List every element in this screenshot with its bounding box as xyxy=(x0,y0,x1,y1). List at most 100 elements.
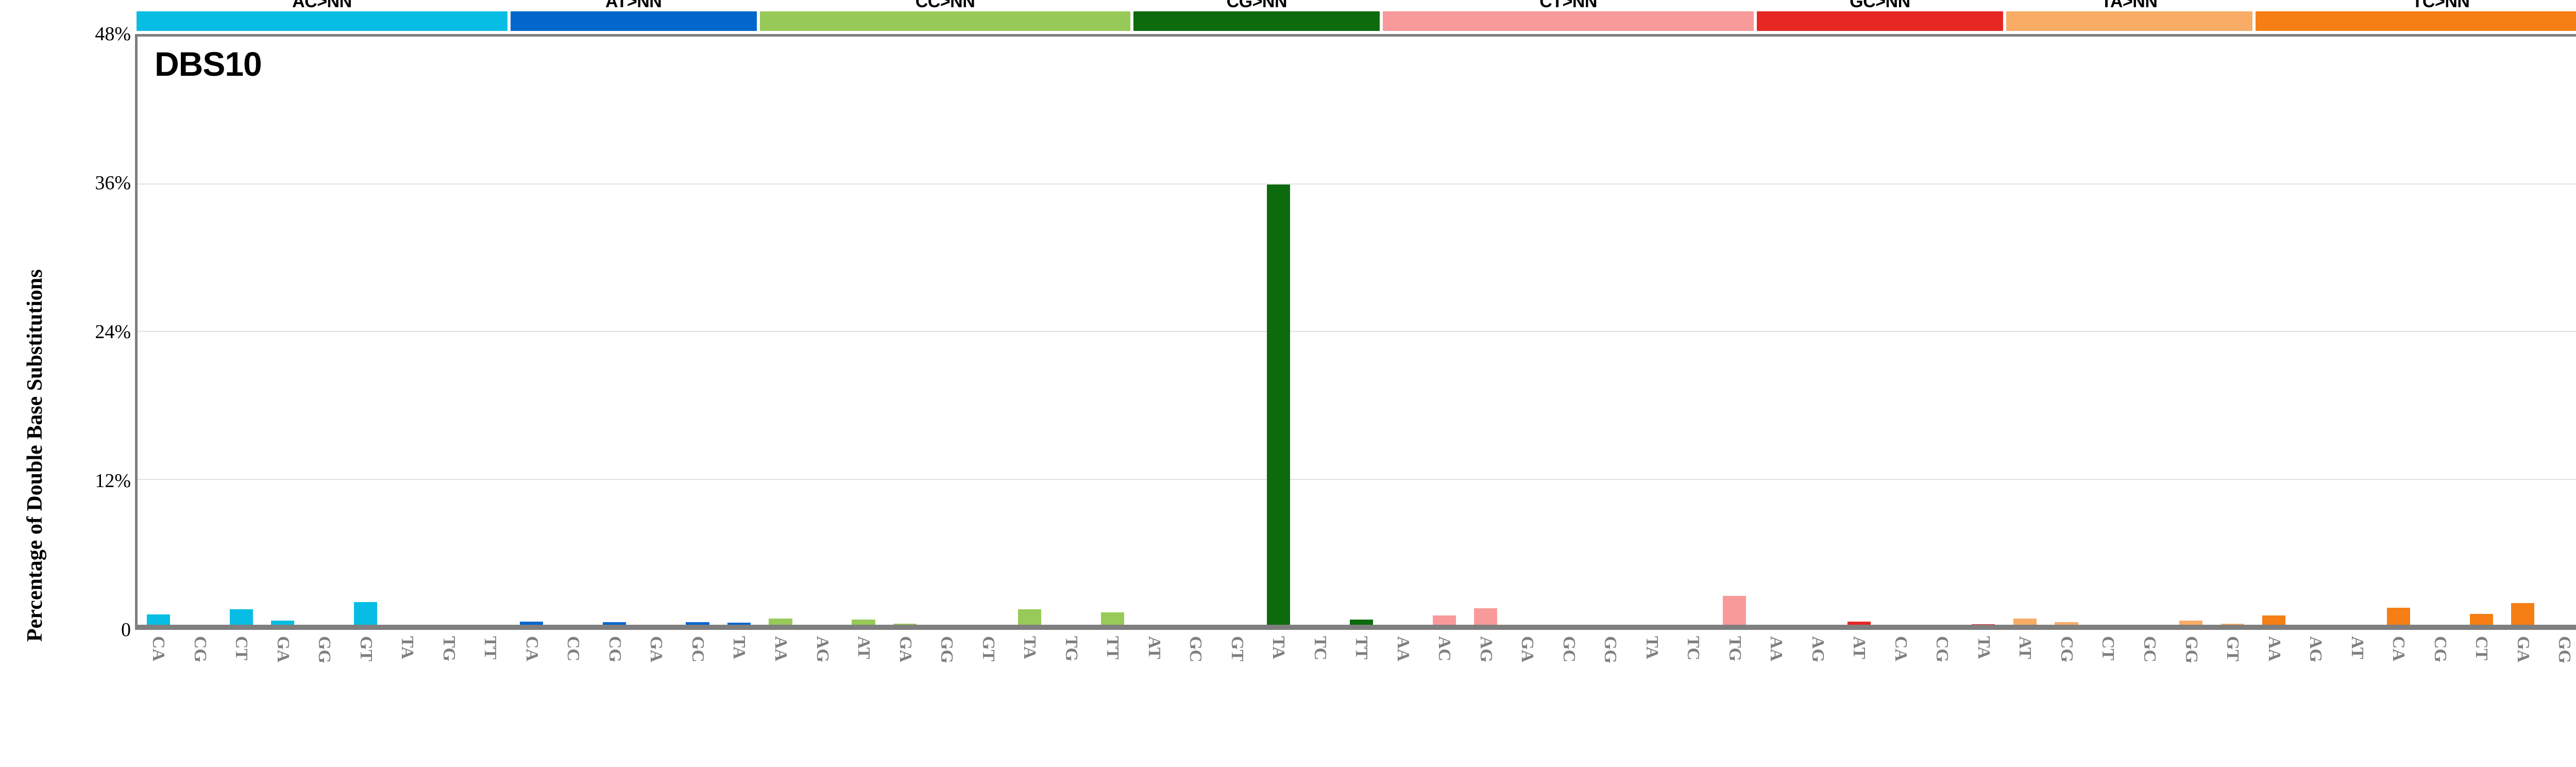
bar-cell xyxy=(511,37,553,627)
bar-cell xyxy=(2129,37,2171,627)
x-tick-label: CA xyxy=(522,636,541,662)
bar-cell xyxy=(2336,37,2378,627)
x-tick-cell: TA xyxy=(1009,633,1050,715)
bar-cell xyxy=(469,37,511,627)
bar-cell xyxy=(1714,37,1756,627)
x-tick-cell: GG xyxy=(1589,633,1631,715)
x-tick-cell: AC xyxy=(1423,633,1465,715)
bar xyxy=(2262,615,2286,627)
y-axis-tick-labels: 0 12% 24% 36% 48% xyxy=(0,0,135,767)
mutation-class-color-bar xyxy=(1133,11,1380,31)
x-tick-cell: AT xyxy=(1133,633,1175,715)
x-tick-cell: AT xyxy=(1838,633,1880,715)
mutation-class-tc-to-nn: TC>NN xyxy=(2254,0,2576,31)
x-tick-label: AC xyxy=(1435,636,1454,662)
mutation-class-label: CG>NN xyxy=(1226,0,1287,11)
bar-cell xyxy=(552,37,594,627)
x-tick-cell: AT xyxy=(2336,633,2378,715)
x-tick-cell: TG xyxy=(428,633,470,715)
bar-cell xyxy=(138,37,179,627)
x-tick-cell: CC xyxy=(552,633,594,715)
x-tick-label: GT xyxy=(1227,636,1247,662)
x-tick-cell: AG xyxy=(1465,633,1507,715)
x-tick-label: GG xyxy=(1601,636,1620,663)
x-tick-cell: GC xyxy=(1548,633,1590,715)
x-tick-label: TT xyxy=(481,636,500,660)
x-tick-label: AT xyxy=(1144,636,1164,659)
x-tick-label: CG xyxy=(190,636,210,662)
bar-cell xyxy=(1465,37,1507,627)
mutation-class-color-bar xyxy=(759,11,1131,31)
x-tick-cell: TG xyxy=(1714,633,1756,715)
mutation-class-banner: AC>NN AT>NN CC>NN CG>NN CT>NN GC>NN TA>NN TC>NN… xyxy=(135,0,2576,31)
plot-area xyxy=(135,34,2576,630)
bar-cell xyxy=(2502,37,2544,627)
bar xyxy=(1266,184,1290,627)
bar-cell xyxy=(677,37,719,627)
bar-cell xyxy=(1797,37,1839,627)
x-tick-cell: CA xyxy=(2378,633,2419,715)
x-tick-label: TG xyxy=(1725,636,1744,662)
x-tick-label: AG xyxy=(2306,636,2326,662)
x-tick-label: GA xyxy=(895,636,915,662)
bar-cell xyxy=(1423,37,1465,627)
x-tick-cell: AG xyxy=(2295,633,2336,715)
bar-cell xyxy=(2087,37,2129,627)
x-tick-label: GC xyxy=(1559,636,1579,662)
x-tick-label: TG xyxy=(439,636,459,662)
bar-cell xyxy=(1299,37,1341,627)
x-tick-cell: TC xyxy=(1299,633,1341,715)
bar-cell xyxy=(2378,37,2419,627)
mutation-class-label: CT>NN xyxy=(1539,0,1597,11)
mutation-class-at-to-nn: AT>NN xyxy=(509,0,758,31)
x-tick-cell: AA xyxy=(2253,633,2295,715)
bar-cell xyxy=(1050,37,1092,627)
x-tick-label: GC xyxy=(1186,636,1206,662)
bar-cell xyxy=(1341,37,1382,627)
x-tick-cell: GT xyxy=(2212,633,2253,715)
x-tick-label: TT xyxy=(1352,636,1371,660)
x-tick-cell: CT xyxy=(2461,633,2502,715)
bar-cell xyxy=(1216,37,1258,627)
x-tick-label: AA xyxy=(2264,636,2284,662)
x-tick-label: CT xyxy=(232,636,251,661)
bar-cell xyxy=(1258,37,1299,627)
bar-cell xyxy=(884,37,926,627)
x-tick-cell: TA xyxy=(1258,633,1299,715)
bar xyxy=(2511,603,2535,627)
x-tick-label: TA xyxy=(730,636,749,659)
x-tick-cell: GG xyxy=(2170,633,2212,715)
bar-cell xyxy=(221,37,262,627)
x-tick-label: TG xyxy=(1061,636,1081,662)
bar-cell xyxy=(635,37,677,627)
x-tick-label: AT xyxy=(2347,636,2367,659)
x-tick-label: AG xyxy=(1808,636,1827,662)
x-tick-cell: GC xyxy=(2129,633,2171,715)
x-tick-label: CT xyxy=(2098,636,2118,661)
bar-cell xyxy=(428,37,470,627)
bar-cell xyxy=(1548,37,1590,627)
x-axis-baseline xyxy=(135,625,2576,630)
bar-cell xyxy=(760,37,802,627)
y-tick-0: 0 xyxy=(121,619,131,641)
x-tick-label: GT xyxy=(356,636,376,662)
x-tick-cell: TG xyxy=(1050,633,1092,715)
x-tick-cell: GG xyxy=(926,633,968,715)
bar xyxy=(1723,596,1747,627)
gridline xyxy=(138,331,2576,332)
x-tick-cell: CA xyxy=(138,633,179,715)
bar xyxy=(1018,609,1041,627)
bar xyxy=(520,622,544,627)
y-tick-24: 24% xyxy=(95,321,131,343)
x-tick-cell: AT xyxy=(2004,633,2046,715)
x-tick-label: AA xyxy=(1767,636,1786,662)
mutation-class-color-bar xyxy=(1383,11,1754,31)
bar-cell xyxy=(2419,37,2461,627)
x-tick-cell: GA xyxy=(635,633,677,715)
bar-cell xyxy=(1880,37,1922,627)
x-tick-label: GC xyxy=(688,636,707,662)
bar-cell xyxy=(2295,37,2336,627)
x-tick-label: GT xyxy=(978,636,998,662)
bar-cell xyxy=(2004,37,2046,627)
x-tick-label: AG xyxy=(1476,636,1496,662)
